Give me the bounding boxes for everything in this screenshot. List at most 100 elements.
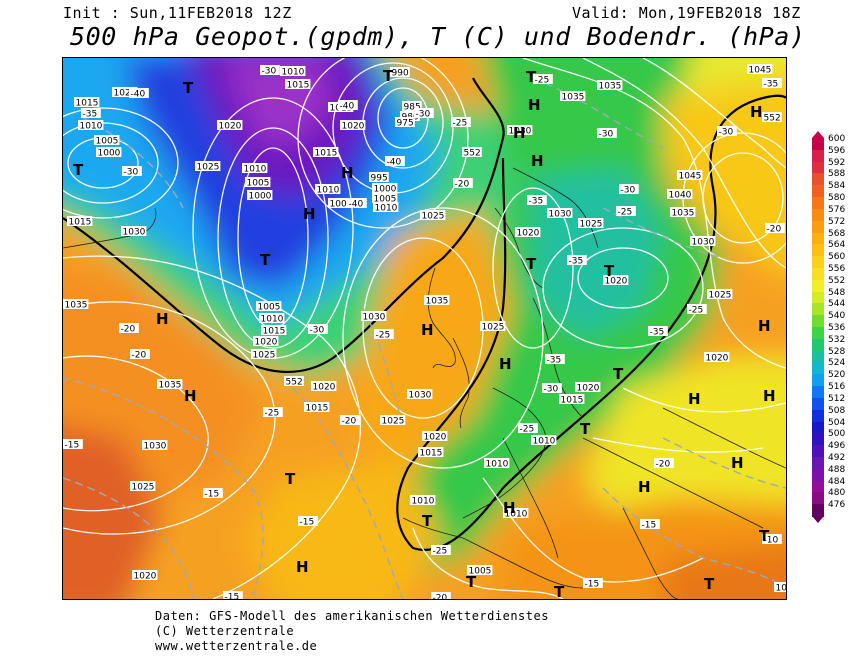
svg-text:-35: -35 — [569, 257, 584, 267]
colorbar-swatch — [812, 468, 824, 482]
low-marker: T — [466, 573, 477, 591]
pressure-label: 1020 — [603, 275, 629, 287]
svg-text:1020: 1020 — [605, 277, 628, 287]
colorbar-swatch — [812, 220, 824, 233]
svg-text:1010: 1010 — [486, 460, 509, 470]
temperature-labels: -30 -40 -35 -30 -40 -30 -40 -25 -40 -20 -30 -25 -25 -… — [63, 65, 785, 599]
svg-text:-15: -15 — [300, 518, 315, 528]
svg-text:-30: -30 — [310, 326, 325, 336]
colorbar-label: 560 — [828, 252, 846, 263]
svg-text:1020: 1020 — [255, 338, 278, 348]
pressure-label: 1035 — [424, 295, 450, 307]
temperature-label: -30 — [260, 65, 280, 77]
temperature-label: -35 — [648, 326, 668, 338]
temperature-label: -30 — [414, 108, 434, 120]
colorbar-swatch — [812, 504, 824, 517]
svg-text:1005: 1005 — [247, 179, 270, 189]
high-pressure-markers: HHHHHHHHHHHHHHHHHH — [156, 96, 776, 576]
pressure-label: 1010 — [484, 458, 510, 470]
svg-text:-40: -40 — [340, 102, 355, 112]
svg-text:1015: 1015 — [287, 81, 310, 91]
colorbar-label: 504 — [828, 417, 846, 428]
pressure-label: 1040 — [667, 189, 693, 201]
svg-text:-20: -20 — [121, 325, 136, 335]
colorbar-swatch — [812, 138, 824, 151]
pressure-label: 1030 — [547, 208, 573, 220]
colorbar-swatch — [812, 244, 824, 257]
svg-text:1035: 1035 — [426, 297, 449, 307]
temperature-label: -35 — [81, 108, 101, 120]
temperature-label: -35 — [545, 354, 565, 366]
colorbar-label: 476 — [828, 500, 846, 511]
pressure-label: 1005 — [328, 198, 354, 210]
colorbar-swatch — [812, 433, 824, 446]
pressure-label: 1005 — [372, 193, 398, 205]
pressure-label: 1045 — [677, 170, 703, 182]
pressure-label: 1025 — [480, 321, 506, 333]
temperature-label: -15 — [583, 578, 603, 590]
svg-text:1045: 1045 — [679, 172, 702, 182]
colorbar-swatch — [812, 303, 824, 316]
colorbar-swatch — [812, 149, 824, 163]
init-time: Init : Sun,11FEB2018 12Z — [63, 4, 292, 22]
pressure-label: 1035 — [560, 91, 586, 103]
svg-text:1010: 1010 — [282, 68, 305, 78]
high-marker: H — [156, 310, 169, 328]
svg-text:1025: 1025 — [253, 351, 276, 361]
pressure-label: 1000 — [247, 190, 273, 202]
svg-text:1030: 1030 — [409, 391, 432, 401]
colorbar-swatch — [812, 374, 824, 387]
temperature-label: -10 — [762, 534, 782, 546]
colorbar-label: 540 — [828, 311, 846, 322]
svg-text:1005: 1005 — [258, 303, 281, 313]
colorbar-label: 536 — [828, 323, 846, 333]
colorbar-swatch — [812, 362, 824, 375]
svg-text:-15: -15 — [205, 490, 220, 500]
colorbar-swatch — [812, 350, 824, 363]
temperature-label: -20 — [765, 223, 785, 235]
colorbar — [812, 131, 824, 523]
pressure-labels: 1010101599010201015101010051000102010251… — [63, 64, 773, 582]
svg-text:552: 552 — [764, 114, 781, 124]
svg-text:1025: 1025 — [580, 220, 603, 230]
pressure-label: 1030 — [690, 236, 716, 248]
svg-text:-35: -35 — [529, 197, 544, 207]
svg-text:1030: 1030 — [549, 210, 572, 220]
temperature-label: -35 — [567, 255, 587, 267]
svg-text:1020: 1020 — [313, 383, 336, 393]
svg-text:-15: -15 — [585, 580, 600, 590]
high-marker: H — [758, 317, 771, 335]
pressure-label: 1035 — [63, 299, 89, 311]
pressure-label: 1015 — [261, 325, 287, 337]
svg-text:-30: -30 — [124, 168, 139, 178]
colorbar-bottom-arrow — [812, 516, 824, 523]
colorbar-swatch — [812, 279, 824, 293]
svg-text:-25: -25 — [520, 425, 535, 435]
svg-text:1025: 1025 — [132, 483, 155, 493]
high-marker: H — [303, 205, 316, 223]
svg-text:1045: 1045 — [749, 66, 772, 76]
pressure-label: 1010 — [503, 508, 529, 520]
colorbar-swatch — [812, 256, 824, 269]
pressure-label: 1020 — [112, 87, 138, 99]
colorbar-label: 600 — [828, 134, 846, 144]
temperature-label: -25 — [451, 117, 471, 129]
svg-text:1010: 1010 — [533, 437, 556, 447]
pressure-label: 1015 — [74, 97, 100, 109]
pressure-label: 1025 — [130, 481, 156, 493]
pressure-label: 1010 — [259, 313, 285, 325]
temperature-label: -25 — [374, 329, 394, 341]
svg-text:-25: -25 — [689, 306, 704, 316]
svg-text:985: 985 — [404, 103, 421, 113]
svg-text:-40: -40 — [131, 90, 146, 100]
temperature-label: -30 — [542, 383, 562, 395]
low-marker: T — [704, 575, 715, 593]
svg-text:1020: 1020 — [219, 122, 242, 132]
temperature-label: -20 — [130, 349, 150, 361]
high-marker: H — [513, 124, 526, 142]
colorbar-swatch — [812, 185, 824, 198]
svg-text:1010: 1010 — [412, 497, 435, 507]
svg-text:-35: -35 — [83, 110, 98, 120]
colorbar-swatch — [812, 492, 824, 505]
svg-text:-35: -35 — [547, 356, 562, 366]
